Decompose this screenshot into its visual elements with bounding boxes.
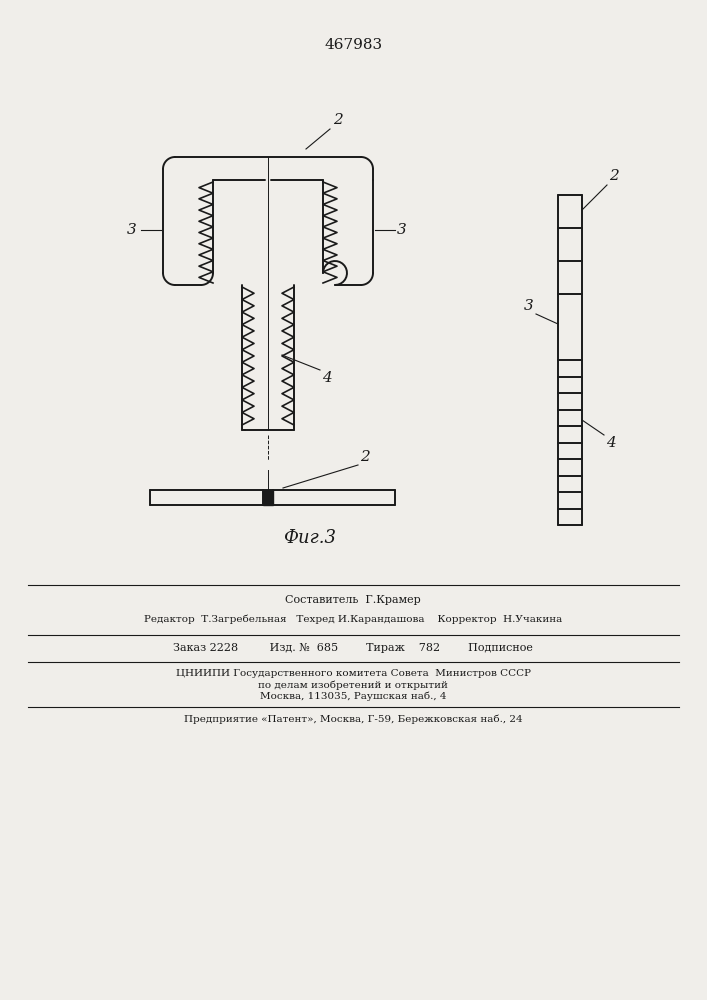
Text: ЦНИИПИ Государственного комитета Совета  Министров СССР: ЦНИИПИ Государственного комитета Совета …	[175, 670, 530, 678]
Text: Фиг.3: Фиг.3	[284, 529, 337, 547]
Text: Предприятие «Патент», Москва, Г-59, Бережковская наб., 24: Предприятие «Патент», Москва, Г-59, Бере…	[184, 714, 522, 724]
Polygon shape	[263, 490, 273, 505]
Text: 4: 4	[606, 436, 616, 450]
Text: 2: 2	[360, 450, 370, 464]
Text: по делам изобретений и открытий: по делам изобретений и открытий	[258, 680, 448, 690]
Text: 4: 4	[322, 371, 332, 385]
Text: 2: 2	[333, 113, 343, 127]
Text: Заказ 2228         Изд. №  685        Тираж    782        Подписное: Заказ 2228 Изд. № 685 Тираж 782 Подписно…	[173, 643, 533, 653]
Text: 2: 2	[609, 169, 619, 183]
Text: Москва, 113035, Раушская наб., 4: Москва, 113035, Раушская наб., 4	[259, 691, 446, 701]
Text: 3: 3	[397, 223, 407, 237]
Text: Составитель  Г.Крамер: Составитель Г.Крамер	[285, 595, 421, 605]
Text: Редактор  Т.Загребельная   Техред И.Карандашова    Корректор  Н.Учакина: Редактор Т.Загребельная Техред И.Каранда…	[144, 614, 562, 624]
Text: 467983: 467983	[325, 38, 383, 52]
Text: 3: 3	[525, 299, 534, 313]
Text: 3: 3	[127, 223, 137, 237]
